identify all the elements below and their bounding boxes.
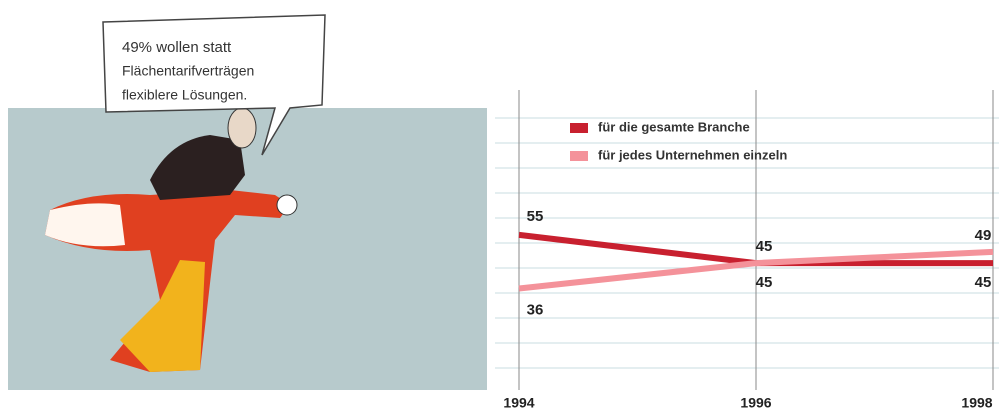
series-line: [518, 248, 994, 292]
data-label: 36: [527, 301, 544, 318]
x-tick-label: 1996: [740, 395, 771, 411]
legend-swatch: [570, 151, 588, 161]
data-label: 45: [975, 274, 992, 291]
x-tick-label: 1994: [503, 395, 534, 411]
data-label: 45: [756, 238, 773, 255]
bubble-text: 49% wollen statt: [122, 39, 232, 56]
data-label: 49: [975, 227, 992, 244]
data-label: 55: [527, 208, 544, 225]
x-tick-label: 1998: [961, 395, 992, 411]
illustration-panel: [8, 108, 487, 390]
bubble-text: Flächentarifverträgen: [122, 63, 254, 79]
illustration: [45, 107, 298, 372]
legend-label: für die gesamte Branche: [598, 119, 750, 134]
speech-bubble: [102, 14, 326, 156]
legend-swatch: [570, 123, 588, 133]
ruled-lines: [495, 117, 999, 369]
data-label: 45: [756, 274, 773, 291]
legend-label: für jedes Unternehmen einzeln: [598, 147, 787, 162]
bubble-text: flexiblere Lösungen.: [122, 87, 247, 103]
